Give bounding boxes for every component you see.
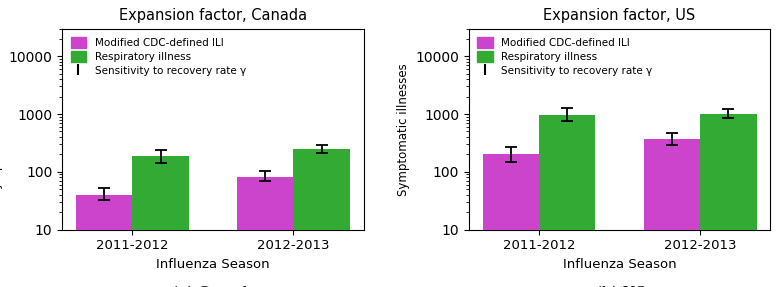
X-axis label: Influenza Season: Influenza Season <box>562 258 676 271</box>
Legend: Modified CDC-defined ILI, Respiratory illness, Sensitivity to recovery rate γ: Modified CDC-defined ILI, Respiratory il… <box>68 34 249 79</box>
Title: Expansion factor, Canada: Expansion factor, Canada <box>119 8 307 23</box>
Y-axis label: Symptomatic illnesses: Symptomatic illnesses <box>397 63 410 195</box>
Bar <box>76 195 132 287</box>
Text: (b) US: (b) US <box>594 286 645 287</box>
X-axis label: Influenza Season: Influenza Season <box>156 258 270 271</box>
Bar <box>482 154 539 287</box>
Text: (a) Canada: (a) Canada <box>170 286 255 287</box>
Bar <box>293 149 350 287</box>
Bar <box>132 156 189 287</box>
Title: Expansion factor, US: Expansion factor, US <box>544 8 696 23</box>
Bar <box>643 139 700 287</box>
Y-axis label: Symptomatic illnesses: Symptomatic illnesses <box>0 63 3 195</box>
Bar <box>700 114 756 287</box>
Legend: Modified CDC-defined ILI, Respiratory illness, Sensitivity to recovery rate γ: Modified CDC-defined ILI, Respiratory il… <box>474 34 656 79</box>
Bar <box>237 177 293 287</box>
Bar <box>539 115 595 287</box>
